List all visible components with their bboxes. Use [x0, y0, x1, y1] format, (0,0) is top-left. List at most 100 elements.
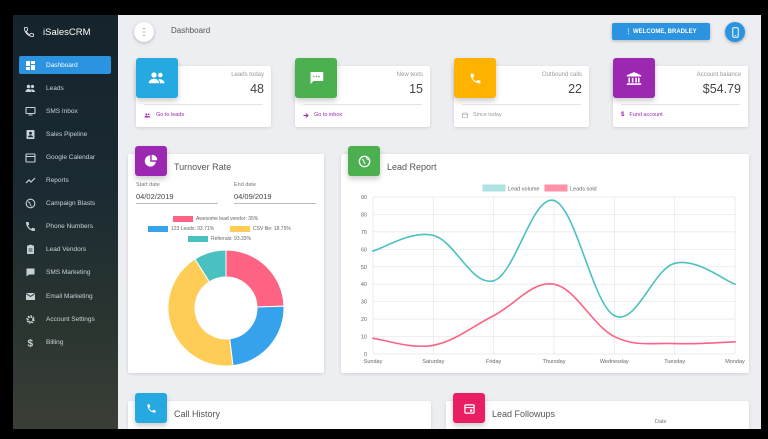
welcome-button[interactable]: ⋮ WELCOME, BRADLEY	[612, 23, 710, 40]
sidebar-item-label: Reports	[46, 177, 69, 184]
brand[interactable]: iSalesCRM	[23, 23, 91, 41]
sidebar-item-google-calendar[interactable]: Google Calendar	[19, 148, 111, 166]
stat-card-balance: Account balance $54.79 $ Fund account	[613, 58, 748, 127]
lead-followups-card: Lead Followups Date	[446, 393, 749, 429]
globe-icon	[25, 198, 36, 209]
chart-icon-box	[135, 393, 167, 423]
fund-account-link[interactable]: $ Fund account	[621, 112, 663, 118]
monitor-icon	[25, 106, 36, 117]
people-small-icon	[144, 112, 151, 118]
data-point[interactable]	[673, 342, 676, 345]
chart-icon-box	[348, 146, 380, 176]
sidebar-item-label: Email Marketing	[46, 292, 93, 300]
card-title: Call History	[174, 409, 221, 419]
people-icon	[148, 72, 165, 84]
app-name: iSalesCRM	[43, 26, 91, 38]
lead-report-card: Lead Report Lead volume Leads sold 0 10 20 30…	[341, 146, 749, 373]
sidebar-item-sms-marketing[interactable]: SMS Marketing	[19, 264, 111, 282]
input-underline	[136, 203, 218, 204]
y-tick-label: 80	[361, 212, 367, 218]
legend-swatch	[482, 184, 506, 192]
sidebar-item-label: SMS Inbox	[46, 107, 78, 115]
sidebar-item-label: Campaign Blasts	[46, 200, 96, 208]
doughnut-slice[interactable]	[229, 305, 285, 367]
data-point[interactable]	[492, 314, 495, 317]
date-column-header: Date	[655, 419, 667, 425]
sidebar-item-label: Lead Vendors	[46, 246, 87, 254]
doughnut-slice[interactable]	[225, 249, 285, 308]
legend-label: Leads sold	[570, 187, 597, 193]
input-underline	[234, 203, 316, 204]
x-tick-label: Thursday	[543, 359, 566, 365]
divider	[144, 104, 263, 105]
data-point[interactable]	[432, 234, 435, 237]
dollar-icon: $	[25, 337, 36, 348]
sidebar-item-lead-vendors[interactable]: Lead Vendors	[19, 241, 111, 259]
sidebar-item-email-marketing[interactable]: Email Marketing	[19, 287, 111, 305]
divider	[621, 104, 740, 105]
data-point[interactable]	[734, 340, 736, 343]
end-date-input[interactable]: 04/09/2019	[234, 192, 272, 201]
menu-button[interactable]: ⋮	[134, 22, 154, 42]
divider	[462, 104, 581, 105]
legend-label: Awesome lead vendor: 35%	[196, 216, 259, 222]
data-point[interactable]	[553, 199, 555, 202]
data-point[interactable]	[734, 283, 736, 286]
chart-icon-box	[453, 393, 485, 423]
data-point[interactable]	[613, 335, 616, 338]
legend-item[interactable]: Referrals: 93.33%	[188, 236, 251, 242]
arrow-right-icon	[303, 112, 309, 118]
phone-icon	[146, 403, 156, 413]
sidebar-item-reports[interactable]: Reports	[19, 172, 111, 190]
legend-item[interactable]: Awesome lead vendor: 35%	[173, 216, 258, 222]
smartphone-icon	[731, 26, 739, 38]
clipboard-icon	[25, 244, 36, 255]
data-point[interactable]	[492, 279, 495, 282]
sidebar-item-campaign-blasts[interactable]: Campaign Blasts	[19, 195, 111, 213]
sidebar-item-sales-pipeline[interactable]: Sales Pipeline	[19, 125, 111, 143]
data-point[interactable]	[432, 344, 435, 347]
start-date-input[interactable]: 04/02/2019	[136, 192, 174, 201]
y-tick-label: 20	[361, 317, 367, 323]
sidebar-item-account-settings[interactable]: Account Settings	[19, 310, 111, 328]
go-to-inbox-link[interactable]: Go to inbox	[303, 112, 342, 118]
stat-value: 15	[409, 82, 423, 96]
legend-item[interactable]: 123 Leads: 33.71%	[148, 226, 214, 232]
data-point[interactable]	[553, 283, 555, 286]
trend-icon	[25, 175, 36, 186]
legend-label: 123 Leads: 33.71%	[171, 226, 215, 232]
data-point[interactable]	[372, 337, 374, 340]
data-point[interactable]	[673, 262, 676, 265]
legend-label: Referrals: 93.33%	[211, 236, 252, 242]
sidebar-item-phone-numbers[interactable]: Phone Numbers	[19, 218, 111, 236]
end-date-label: End date	[234, 182, 257, 188]
y-tick-label: 50	[361, 265, 367, 271]
stat-value: 22	[568, 82, 582, 96]
since-today-note: Since today	[462, 112, 502, 118]
data-point[interactable]	[613, 314, 616, 317]
stat-footer-text: Go to leads	[156, 112, 185, 118]
y-tick-label: 10	[361, 335, 367, 341]
phone-icon	[25, 221, 36, 232]
legend-item[interactable]: CSV file: 18.75%	[230, 226, 291, 232]
legend-swatch	[544, 184, 568, 192]
sidebar-item-dashboard[interactable]: Dashboard	[19, 56, 111, 74]
sidebar-item-billing[interactable]: $ Billing	[19, 333, 111, 351]
x-tick-label: Friday	[486, 359, 502, 365]
mobile-button[interactable]	[725, 22, 745, 42]
stat-label: Account balance	[696, 72, 741, 78]
doughnut-slice[interactable]	[194, 249, 227, 283]
mail-icon	[25, 291, 36, 302]
x-tick-label: Monday	[725, 359, 745, 365]
sidebar-item-leads[interactable]: Leads	[19, 79, 111, 97]
data-point[interactable]	[372, 250, 374, 252]
go-to-leads-link[interactable]: Go to leads	[144, 112, 184, 118]
contact-card-icon	[25, 129, 36, 140]
legend-label: CSV file: 18.75%	[253, 226, 291, 232]
sidebar-item-sms-inbox[interactable]: SMS Inbox	[19, 102, 111, 120]
more-vert-icon: ⋮	[139, 26, 149, 38]
doughnut-slice[interactable]	[167, 258, 234, 367]
stat-card-texts: New texts 15 Go to inbox	[295, 58, 430, 127]
line-chart: Lead volume Leads sold 0 10 20 30 40 50 60 70 80 90…	[361, 184, 745, 365]
bank-icon	[626, 71, 642, 85]
